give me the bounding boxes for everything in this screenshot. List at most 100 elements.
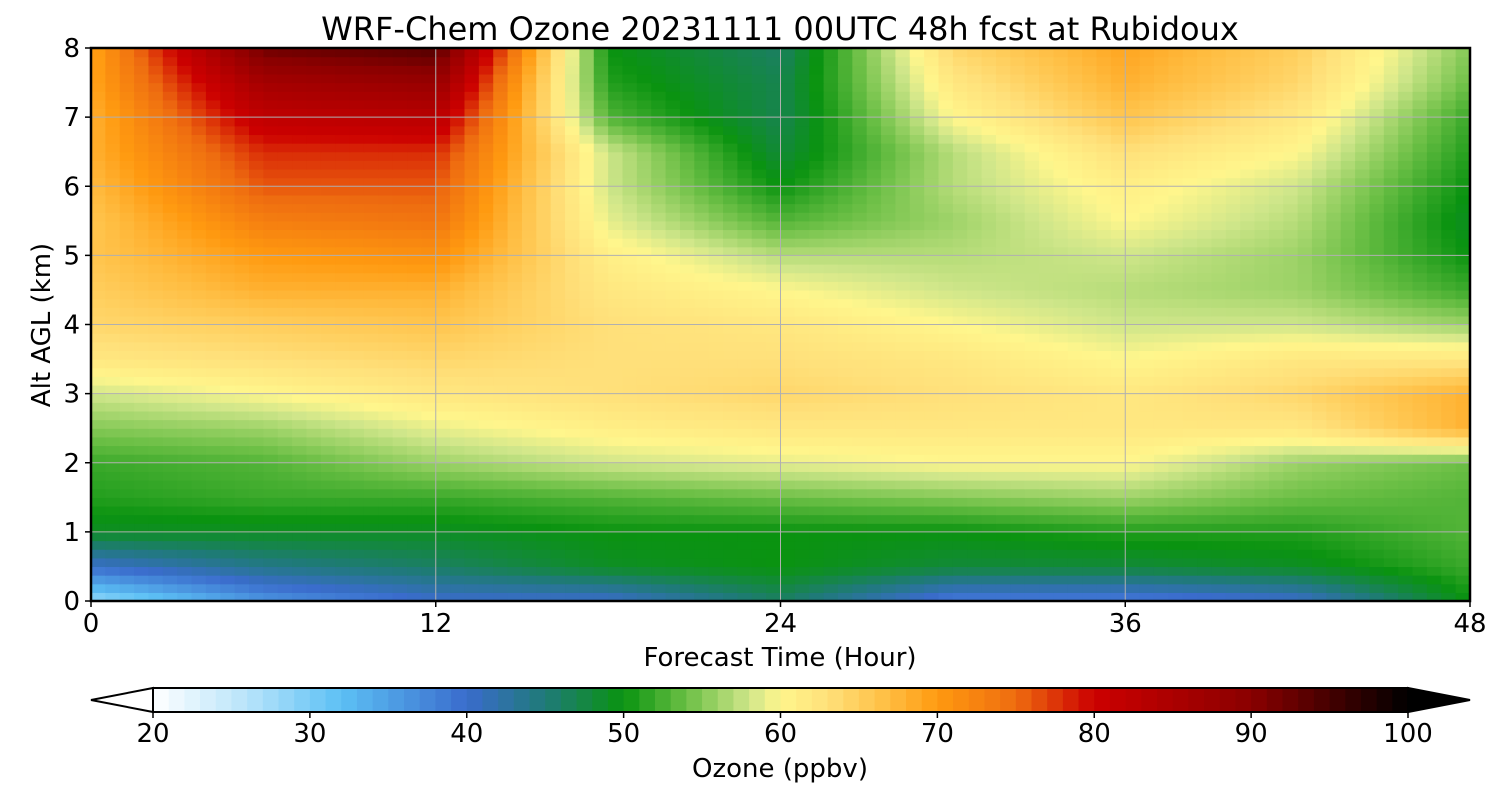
heatmap-cell bbox=[995, 462, 1011, 472]
heatmap-cell bbox=[651, 410, 667, 421]
heatmap-cell bbox=[766, 350, 782, 360]
heatmap-cell bbox=[1455, 298, 1471, 308]
heatmap-cell bbox=[1125, 229, 1141, 239]
heatmap-cell bbox=[665, 151, 681, 161]
heatmap-cell bbox=[952, 177, 968, 187]
heatmap-cell bbox=[536, 384, 552, 395]
heatmap-cell bbox=[608, 307, 624, 317]
heatmap-cell bbox=[823, 575, 839, 585]
heatmap-cell bbox=[234, 384, 250, 395]
heatmap-cell bbox=[1340, 505, 1356, 516]
heatmap-cell bbox=[866, 359, 882, 369]
heatmap-cell bbox=[263, 393, 279, 403]
heatmap-cell bbox=[1268, 255, 1284, 265]
heatmap-cell bbox=[1125, 557, 1141, 568]
heatmap-cell bbox=[895, 454, 911, 464]
heatmap-cell bbox=[622, 436, 638, 447]
heatmap-cell bbox=[766, 307, 782, 317]
heatmap-cell bbox=[478, 436, 494, 447]
heatmap-cell bbox=[694, 151, 710, 161]
heatmap-cell bbox=[895, 212, 911, 222]
heatmap-cell bbox=[751, 168, 767, 179]
heatmap-cell bbox=[493, 255, 509, 265]
heatmap-cell bbox=[105, 393, 121, 403]
heatmap-cell bbox=[608, 264, 624, 274]
heatmap-cell bbox=[837, 428, 853, 438]
heatmap-cell bbox=[134, 531, 150, 542]
heatmap-cell bbox=[737, 445, 753, 455]
heatmap-cell bbox=[1053, 177, 1069, 187]
heatmap-cell bbox=[694, 471, 710, 481]
heatmap-cell bbox=[363, 531, 379, 542]
heatmap-cell bbox=[723, 272, 738, 282]
heatmap-cell bbox=[119, 281, 135, 291]
heatmap-cell bbox=[794, 341, 810, 352]
heatmap-cell bbox=[1283, 333, 1299, 343]
heatmap-cell bbox=[1355, 324, 1371, 334]
heatmap-cell bbox=[435, 410, 451, 421]
heatmap-cell bbox=[105, 445, 121, 455]
heatmap-cell bbox=[263, 540, 279, 550]
heatmap-cell bbox=[981, 488, 997, 498]
heatmap-cell bbox=[579, 212, 595, 222]
heatmap-cell bbox=[521, 298, 537, 308]
heatmap-cell bbox=[550, 480, 566, 490]
heatmap-cell bbox=[1182, 350, 1198, 360]
heatmap-cell bbox=[220, 393, 236, 403]
heatmap-cell bbox=[1225, 436, 1241, 447]
heatmap-cell bbox=[550, 592, 566, 602]
heatmap-cell bbox=[1297, 350, 1313, 360]
heatmap-cell bbox=[493, 341, 509, 352]
heatmap-cell bbox=[1311, 514, 1327, 524]
heatmap-cell bbox=[1326, 488, 1342, 498]
heatmap-cell bbox=[651, 471, 667, 481]
heatmap-cell bbox=[1426, 350, 1442, 360]
heatmap-cell bbox=[794, 324, 810, 334]
heatmap-cell bbox=[636, 583, 652, 593]
heatmap-cell bbox=[1053, 549, 1069, 559]
heatmap-cell bbox=[1211, 566, 1227, 576]
heatmap-cell bbox=[881, 549, 897, 559]
heatmap-cell bbox=[1369, 194, 1385, 205]
heatmap-cell bbox=[593, 419, 609, 429]
heatmap-cell bbox=[1096, 255, 1112, 265]
heatmap-cell bbox=[134, 341, 150, 352]
heatmap-cell bbox=[1096, 238, 1112, 248]
heatmap-cell bbox=[1067, 384, 1083, 395]
heatmap-cell bbox=[478, 410, 494, 421]
heatmap-cell bbox=[593, 186, 609, 196]
heatmap-cell bbox=[1125, 428, 1141, 438]
heatmap-cell bbox=[723, 497, 738, 507]
heatmap-cell bbox=[737, 220, 753, 231]
heatmap-cell bbox=[335, 350, 351, 360]
heatmap-cell bbox=[1139, 557, 1155, 568]
heatmap-cell bbox=[407, 592, 422, 602]
heatmap-cell bbox=[1225, 445, 1241, 455]
heatmap-cell bbox=[837, 402, 853, 412]
heatmap-cell bbox=[148, 497, 164, 507]
heatmap-cell bbox=[909, 168, 925, 179]
heatmap-cell bbox=[320, 575, 336, 585]
heatmap-cell bbox=[249, 402, 264, 412]
heatmap-cell bbox=[435, 549, 451, 559]
heatmap-cell bbox=[967, 376, 983, 386]
heatmap-cell bbox=[665, 229, 681, 239]
heatmap-cell bbox=[205, 428, 221, 438]
heatmap-cell bbox=[1455, 549, 1471, 559]
heatmap-cell bbox=[723, 264, 738, 274]
heatmap-cell bbox=[335, 177, 351, 187]
heatmap-cell bbox=[335, 393, 351, 403]
heatmap-cell bbox=[1110, 203, 1126, 213]
heatmap-cell bbox=[823, 393, 839, 403]
heatmap-cell bbox=[1254, 272, 1270, 282]
heatmap-cell bbox=[1125, 350, 1141, 360]
heatmap-cell bbox=[220, 203, 236, 213]
heatmap-cell bbox=[723, 203, 738, 213]
heatmap-cell bbox=[320, 393, 336, 403]
heatmap-cell bbox=[852, 229, 868, 239]
heatmap-cell bbox=[205, 410, 221, 421]
heatmap-cell bbox=[507, 454, 523, 464]
heatmap-cell bbox=[852, 393, 868, 403]
heatmap-cell bbox=[565, 531, 580, 542]
heatmap-cell bbox=[1211, 557, 1227, 568]
